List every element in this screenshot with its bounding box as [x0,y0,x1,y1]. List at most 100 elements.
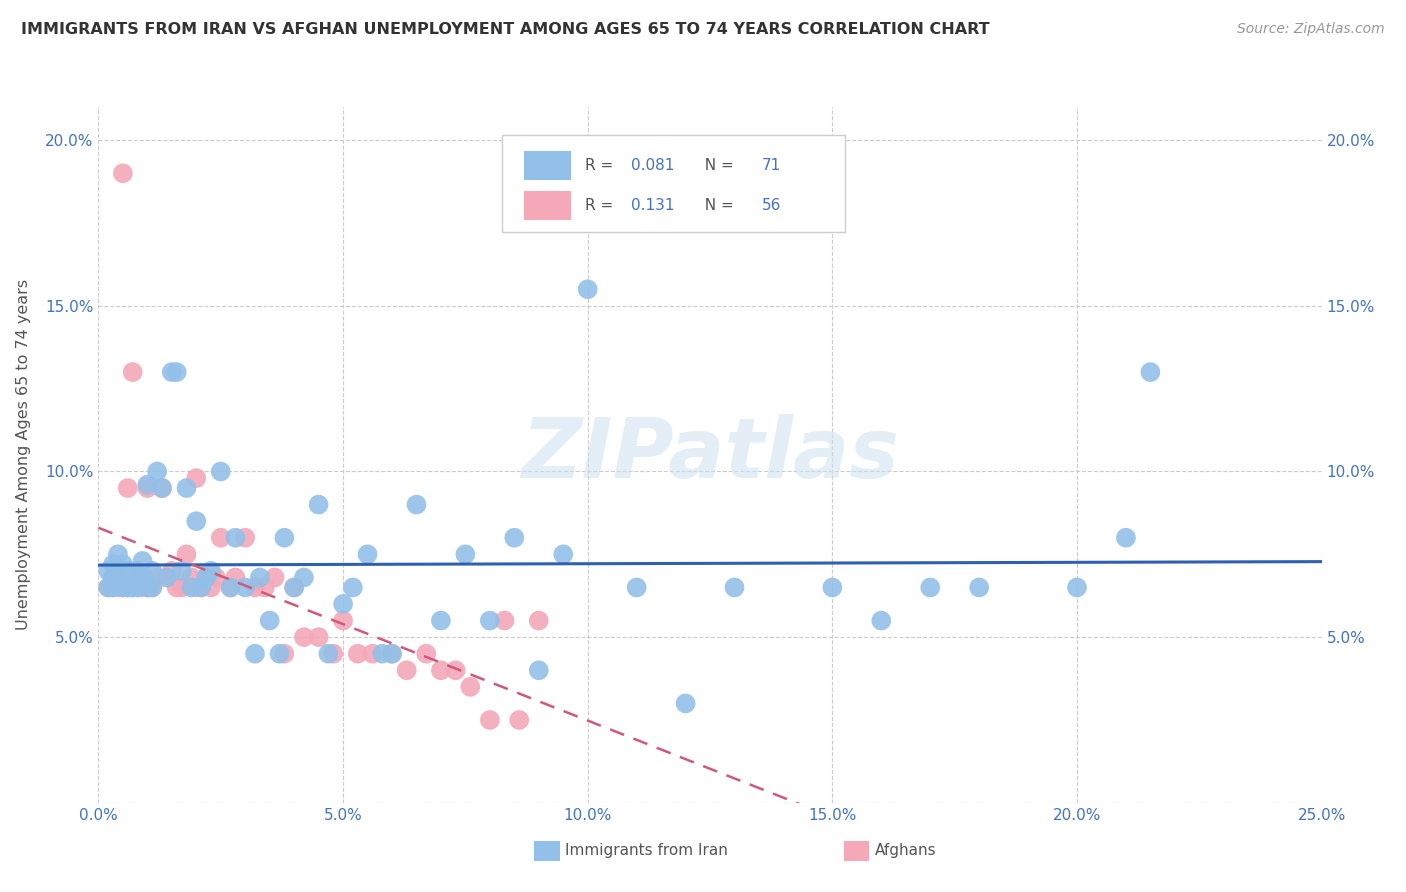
Text: Afghans: Afghans [875,844,936,858]
Point [146,570,169,584]
Point [141,581,163,595]
Point [269,647,291,661]
Point [444,663,467,677]
Point [170,564,193,578]
Text: N =: N = [696,158,740,173]
Point [160,365,183,379]
Point [101,558,124,572]
Point [1139,365,1161,379]
Point [508,713,530,727]
Point [97,581,120,595]
Point [121,570,143,584]
Point [381,647,404,661]
Point [107,577,129,591]
Text: IMMIGRANTS FROM IRAN VS AFGHAN UNEMPLOYMENT AMONG AGES 65 TO 74 YEARS CORRELATIO: IMMIGRANTS FROM IRAN VS AFGHAN UNEMPLOYM… [21,22,990,37]
Point [205,570,228,584]
Point [283,581,305,595]
Point [322,647,344,661]
Point [141,581,163,595]
Point [292,630,315,644]
Point [243,581,266,595]
Point [527,663,550,677]
Point [117,564,139,578]
Point [430,663,453,677]
Point [131,581,153,595]
Point [127,570,149,584]
Point [342,581,364,595]
Point [107,547,129,561]
Point [233,531,256,545]
Point [249,570,271,584]
Point [111,570,134,584]
Point [107,564,129,578]
Point [170,581,193,595]
Point [186,471,208,485]
Point [478,713,501,727]
Point [233,581,256,595]
Point [107,570,129,584]
Point [273,531,295,545]
Point [430,614,453,628]
Point [723,581,745,595]
Point [117,581,139,595]
Point [308,630,330,644]
Text: N =: N = [696,198,740,213]
Point [381,647,404,661]
Point [146,465,169,479]
Bar [524,151,571,180]
Point [180,570,202,584]
Text: 0.131: 0.131 [630,198,673,213]
Point [415,647,437,661]
Point [527,614,550,628]
Point [121,581,143,595]
Point [136,477,159,491]
Point [263,570,285,584]
Point [219,581,242,595]
Point [136,581,159,595]
Point [111,558,134,572]
Point [870,614,893,628]
Point [494,614,516,628]
Point [186,514,208,528]
Point [195,570,218,584]
Point [308,498,330,512]
Y-axis label: Unemployment Among Ages 65 to 74 years: Unemployment Among Ages 65 to 74 years [17,279,31,631]
Point [361,647,384,661]
Point [200,564,222,578]
Point [454,547,477,561]
Point [332,614,354,628]
Point [346,647,368,661]
Point [166,365,188,379]
Point [576,282,599,296]
Point [553,547,575,561]
Point [136,581,159,595]
Point [1115,531,1137,545]
Point [458,680,481,694]
Point [111,166,134,180]
Point [180,581,202,595]
Text: R =: R = [585,198,619,213]
Point [318,647,340,661]
Point [332,597,354,611]
Point [356,547,378,561]
Point [395,663,418,677]
Point [243,647,266,661]
Point [273,647,295,661]
Point [186,581,208,595]
Text: ZIPatlas: ZIPatlas [522,415,898,495]
Point [150,481,173,495]
Point [292,570,315,584]
Point [156,570,179,584]
Point [160,564,183,578]
Point [283,581,305,595]
Point [253,581,276,595]
Point [111,581,134,595]
Point [121,581,143,595]
Point [136,481,159,495]
Point [1066,581,1088,595]
Point [101,581,124,595]
Text: Immigrants from Iran: Immigrants from Iran [565,844,728,858]
Text: 71: 71 [762,158,780,173]
Point [219,581,242,595]
Point [967,581,990,595]
